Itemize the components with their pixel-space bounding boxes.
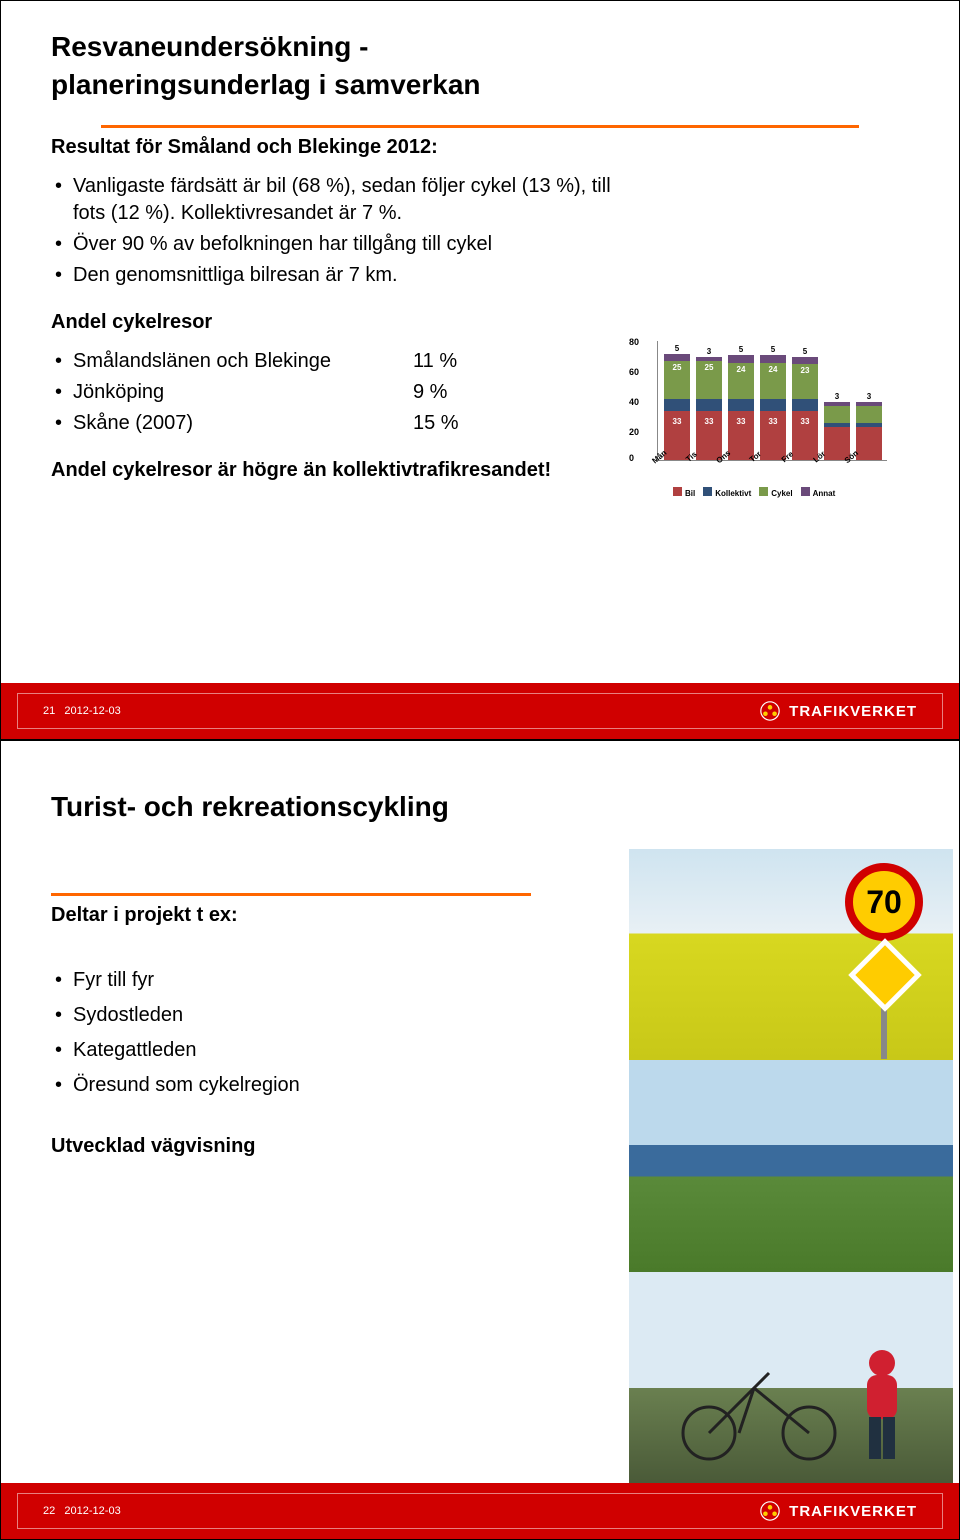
slide-1: Resvaneundersökning - planeringsunderlag… xyxy=(0,0,960,740)
andel-label: Skåne (2007) xyxy=(73,410,413,437)
photo-cyclist xyxy=(629,1272,953,1483)
ytick: 0 xyxy=(629,453,634,463)
brand-logo: TRAFIKVERKET xyxy=(759,1500,917,1522)
sign-70-text: 70 xyxy=(866,884,902,921)
brand-text: TRAFIKVERKET xyxy=(789,1503,917,1520)
bullet: Över 90 % av befolkningen har tillgång t… xyxy=(51,231,621,258)
trafikverket-icon xyxy=(759,700,781,722)
page-num: 22 xyxy=(43,1505,55,1517)
priority-sign xyxy=(848,938,922,1012)
divider xyxy=(51,893,531,896)
andel-pct: 11 % xyxy=(413,348,457,375)
andel-label: Jönköping xyxy=(73,379,413,406)
bullet: Fyr till fyr xyxy=(51,967,511,994)
brand-text: TRAFIKVERKET xyxy=(789,703,917,720)
bicycle-icon xyxy=(669,1353,849,1463)
legend-item: Bil xyxy=(673,487,695,498)
andel-pct: 15 % xyxy=(413,410,459,437)
bullet: Kategattleden xyxy=(51,1037,511,1064)
ytick: 80 xyxy=(629,337,639,347)
chart-plot: 525333253352433524335233333 xyxy=(657,341,887,461)
slide-footer: 22 2012-12-03 TRAFIKVERKET xyxy=(1,1483,959,1539)
chart-legend: Bil Kollektivt Cykel Annat xyxy=(673,487,913,498)
legend-item: Annat xyxy=(801,487,836,498)
legend-label: Cykel xyxy=(771,489,792,498)
slide-2: Turist- och rekreationscykling Deltar i … xyxy=(0,740,960,1540)
ytick: 60 xyxy=(629,367,639,377)
modal-chart: 80 60 40 20 0 52533325335243352433523333… xyxy=(633,341,913,501)
photo-coastline xyxy=(629,1060,953,1271)
person-icon xyxy=(847,1347,917,1467)
photo-speed-sign: 70 xyxy=(629,849,953,1060)
footer-date: 2012-12-03 xyxy=(64,705,120,717)
legend-item: Kollektivt xyxy=(703,487,751,498)
bullet: Sydostleden xyxy=(51,1002,511,1029)
slide1-subtitle: planeringsunderlag i samverkan xyxy=(51,69,909,101)
slide1-title: Resvaneundersökning - xyxy=(51,31,909,63)
footer-meta: 21 2012-12-03 xyxy=(43,705,121,717)
footer-meta: 22 2012-12-03 xyxy=(43,1505,121,1517)
slide1-section-head: Resultat för Småland och Blekinge 2012: xyxy=(51,136,909,159)
slide2-content: Turist- och rekreationscykling Deltar i … xyxy=(1,741,561,1218)
ytick: 20 xyxy=(629,427,639,437)
chart-yaxis: 80 60 40 20 0 xyxy=(633,341,653,461)
legend-label: Bil xyxy=(685,489,695,498)
divider xyxy=(101,125,859,128)
legend-item: Cykel xyxy=(759,487,792,498)
slide2-section-head: Deltar i projekt t ex: xyxy=(51,904,511,927)
legend-label: Annat xyxy=(813,489,836,498)
ytick: 40 xyxy=(629,397,639,407)
slide2-bullets: Fyr till fyr Sydostleden Kategattleden Ö… xyxy=(51,967,511,1099)
andel-head: Andel cykelresor xyxy=(51,311,909,334)
slide1-bullets: Vanligaste färdsätt är bil (68 %), sedan… xyxy=(51,173,621,289)
slide2-last-head: Utvecklad vägvisning xyxy=(51,1135,511,1158)
bullet: Vanligaste färdsätt är bil (68 %), sedan… xyxy=(51,173,621,227)
speed-70-sign: 70 xyxy=(845,863,923,941)
andel-pct: 9 % xyxy=(413,379,447,406)
footer-date: 2012-12-03 xyxy=(64,1505,120,1517)
slide-footer: 21 2012-12-03 TRAFIKVERKET xyxy=(1,683,959,739)
bullet: Den genomsnittliga bilresan är 7 km. xyxy=(51,262,621,289)
photo-strip: 70 xyxy=(629,849,953,1483)
page-num: 21 xyxy=(43,705,55,717)
brand-logo: TRAFIKVERKET xyxy=(759,700,917,722)
legend-label: Kollektivt xyxy=(715,489,751,498)
slide2-title: Turist- och rekreationscykling xyxy=(51,791,511,823)
trafikverket-icon xyxy=(759,1500,781,1522)
bullet: Öresund som cykelregion xyxy=(51,1072,511,1099)
andel-label: Smålandslänen och Blekinge xyxy=(73,348,413,375)
